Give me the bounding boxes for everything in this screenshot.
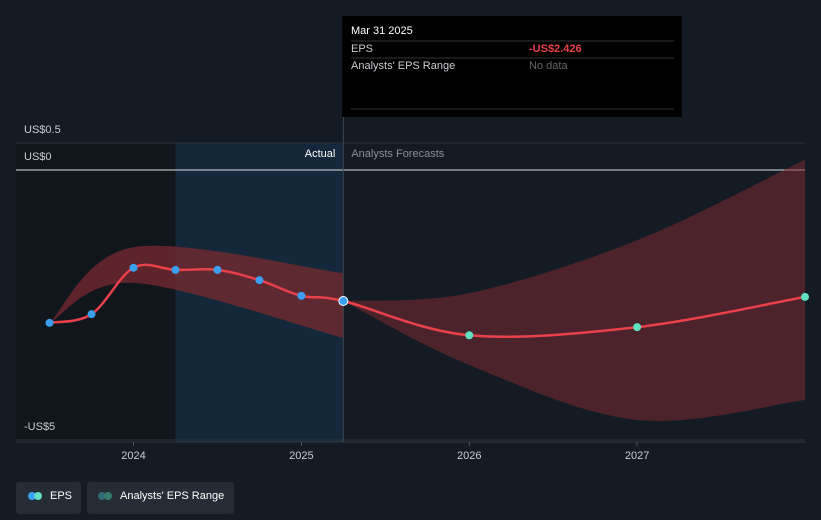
legend-label: EPS bbox=[50, 490, 72, 502]
legend-swatch bbox=[98, 492, 106, 500]
tooltip-key: Analysts' EPS Range bbox=[351, 60, 455, 72]
tooltip-date: Mar 31 2025 bbox=[351, 25, 413, 37]
y-tick-label: US$0 bbox=[24, 151, 52, 163]
eps-point bbox=[633, 323, 642, 332]
tooltip-value: No data bbox=[529, 60, 568, 72]
legend-item[interactable] bbox=[16, 482, 81, 514]
past-shade bbox=[16, 143, 176, 442]
range-band bbox=[343, 159, 805, 421]
x-tick-label: 2027 bbox=[625, 450, 649, 462]
eps-point bbox=[255, 276, 264, 285]
legend-item[interactable] bbox=[87, 482, 234, 514]
eps-point bbox=[213, 265, 222, 274]
legend-label: Analysts' EPS Range bbox=[120, 490, 224, 502]
y-tick-label: -US$5 bbox=[24, 421, 55, 433]
eps-point bbox=[171, 265, 180, 274]
y-tick-label: US$0.5 bbox=[24, 124, 61, 136]
tooltip-key: EPS bbox=[351, 43, 373, 55]
legend-swatch bbox=[104, 492, 112, 500]
actual-label: Actual bbox=[305, 148, 336, 160]
eps-point bbox=[129, 263, 138, 272]
eps-point bbox=[45, 318, 54, 327]
legend-swatch bbox=[28, 492, 36, 500]
forecast-label: Analysts Forecasts bbox=[351, 148, 444, 160]
eps-point bbox=[338, 296, 349, 307]
legend: EPS Analysts' EPS Range bbox=[16, 482, 234, 514]
tooltip: Mar 31 2025 EPS -US$2.426 Analysts' EPS … bbox=[342, 16, 682, 117]
x-tick-label: 2026 bbox=[457, 450, 481, 462]
tooltip-box bbox=[342, 16, 682, 117]
x-tick-label: 2025 bbox=[289, 450, 313, 462]
eps-point bbox=[801, 292, 809, 301]
eps-point bbox=[297, 291, 306, 300]
x-tick-label: 2024 bbox=[121, 450, 145, 462]
range-band bbox=[49, 245, 344, 338]
eps-point bbox=[87, 310, 96, 319]
eps-point bbox=[465, 331, 474, 340]
tooltip-value: -US$2.426 bbox=[529, 43, 582, 55]
legend-swatch bbox=[34, 492, 42, 500]
